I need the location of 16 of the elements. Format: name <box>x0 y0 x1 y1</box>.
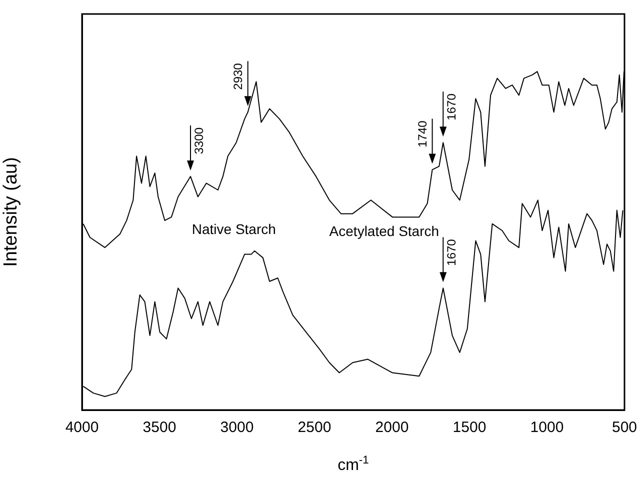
x-tick-label: 500 <box>612 419 637 436</box>
x-tick-label: 1000 <box>530 419 564 436</box>
x-tick-label: 3000 <box>220 419 254 436</box>
series-label: Acetylated Starch <box>329 222 440 239</box>
y-axis-title: Intensity (au) <box>0 157 22 267</box>
annotation: 3300 <box>192 127 206 154</box>
x-tick-label: 2000 <box>375 419 409 436</box>
x-tick-label: 1500 <box>452 419 486 436</box>
x-tick-label: 4000 <box>65 419 99 436</box>
series-label: Native Starch <box>192 220 276 237</box>
annotation: 2930 <box>231 62 246 90</box>
annotation: 1670 <box>444 93 458 120</box>
annotation: 1740 <box>416 120 430 148</box>
annotation: 1670 <box>444 238 458 266</box>
x-tick-label: 2500 <box>298 419 332 436</box>
x-tick-label: 3500 <box>142 419 176 436</box>
